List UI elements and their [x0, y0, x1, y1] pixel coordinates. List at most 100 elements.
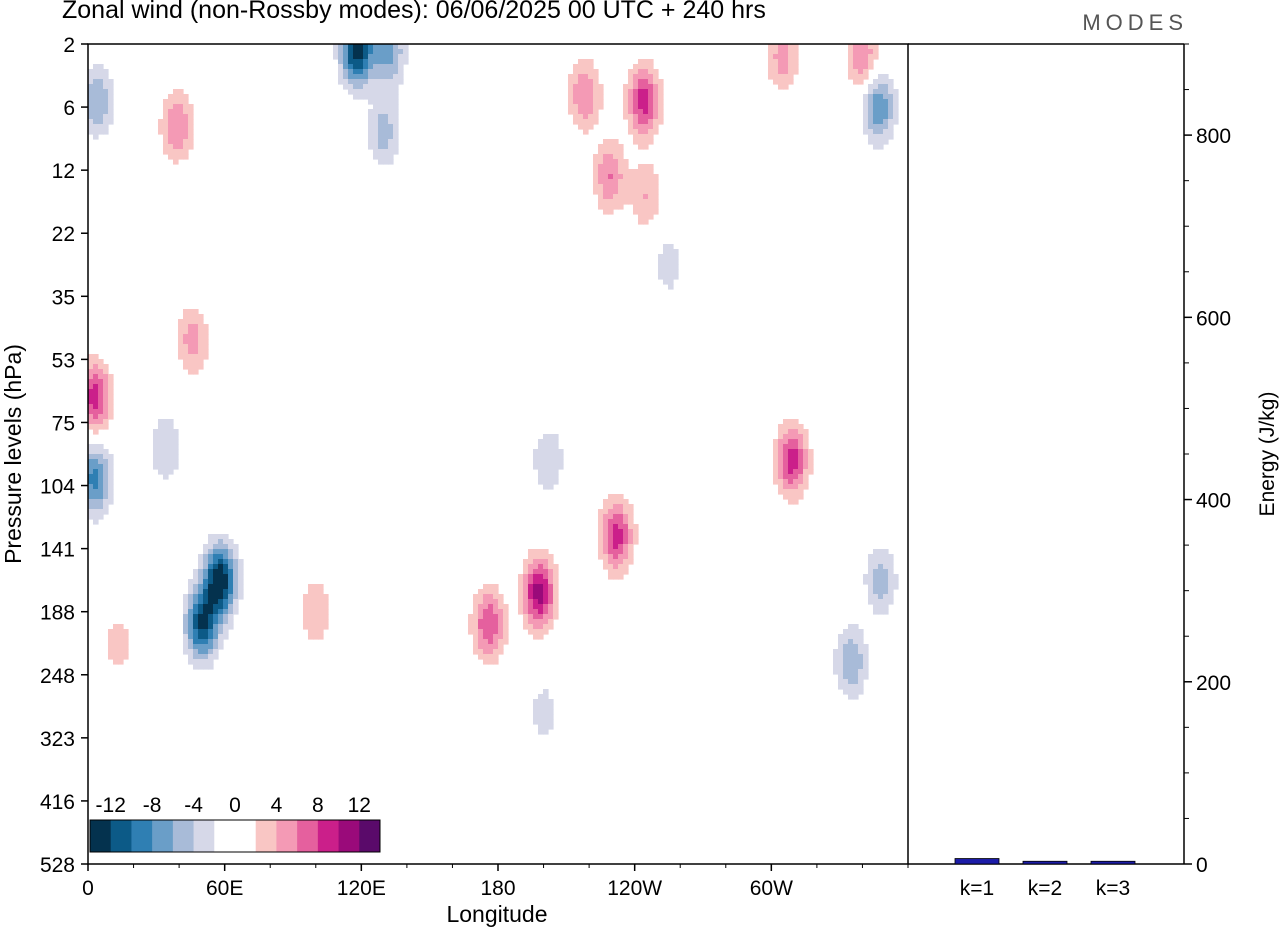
heat-cell: [93, 419, 99, 425]
heat-cell: [673, 274, 679, 280]
heat-cell: [888, 124, 894, 130]
heat-cell: [168, 469, 174, 475]
heat-cell: [523, 604, 529, 610]
heat-cell: [633, 79, 639, 85]
heat-cell: [378, 114, 384, 120]
heat-cell: [603, 199, 609, 205]
heat-cell: [378, 64, 384, 70]
heat-cell: [548, 479, 554, 485]
heat-cell: [188, 629, 194, 635]
heat-cell: [113, 624, 119, 630]
heat-cell: [588, 104, 594, 110]
heat-cell: [873, 604, 879, 610]
heat-cell: [548, 624, 554, 630]
heat-cell: [838, 679, 844, 685]
heat-cell: [388, 74, 394, 80]
heat-cell: [768, 44, 774, 50]
heat-cell: [653, 204, 659, 210]
heat-cell: [538, 474, 544, 480]
heat-cell: [638, 194, 644, 200]
heat-cell: [538, 549, 544, 555]
heat-cell: [628, 99, 634, 105]
heat-cell: [523, 559, 529, 565]
heat-cell: [778, 79, 784, 85]
heat-cell: [193, 339, 199, 345]
heat-cell: [223, 564, 229, 570]
heat-cell: [163, 469, 169, 475]
heat-cell: [528, 619, 534, 625]
heat-cell: [183, 124, 189, 130]
heat-cell: [388, 44, 394, 50]
heat-cell: [88, 99, 94, 105]
heat-cell: [608, 529, 614, 535]
heat-cell: [228, 584, 234, 590]
heat-cell: [598, 194, 604, 200]
heat-cell: [638, 164, 644, 170]
heat-cell: [308, 594, 314, 600]
heat-cell: [603, 504, 609, 510]
heat-cell: [98, 489, 104, 495]
heat-cell: [548, 454, 554, 460]
heat-cell: [223, 534, 229, 540]
heat-cell: [558, 459, 564, 465]
heat-cell: [103, 84, 109, 90]
heat-cell: [648, 164, 654, 170]
heat-cell: [633, 534, 639, 540]
heat-cell: [323, 614, 329, 620]
heat-cell: [193, 369, 199, 375]
heat-cell: [873, 134, 879, 140]
heat-cell: [623, 534, 629, 540]
heat-cell: [368, 89, 374, 95]
heat-cell: [468, 624, 474, 630]
heat-cell: [343, 84, 349, 90]
heat-cell: [93, 519, 99, 525]
heat-cell: [178, 334, 184, 340]
heat-cell: [168, 424, 174, 430]
heat-cell: [118, 634, 124, 640]
y-tick-label: 12: [52, 160, 75, 183]
heat-cell: [538, 454, 544, 460]
heat-cell: [638, 129, 644, 135]
heat-cell: [108, 649, 114, 655]
heat-cell: [188, 659, 194, 665]
heat-cell: [638, 64, 644, 70]
heat-cell: [543, 589, 549, 595]
heat-cell: [193, 629, 199, 635]
heat-cell: [168, 139, 174, 145]
heat-cell: [93, 494, 99, 500]
heat-cell: [643, 99, 649, 105]
heat-cell: [773, 459, 779, 465]
heat-cell: [793, 454, 799, 460]
heat-cell: [623, 84, 629, 90]
heat-cell: [873, 129, 879, 135]
heat-cell: [168, 454, 174, 460]
heat-cell: [888, 569, 894, 575]
heat-cell: [228, 539, 234, 545]
heat-cell: [358, 44, 364, 50]
heat-cell: [393, 64, 399, 70]
heat-cell: [193, 634, 199, 640]
energy-tick-label: 800: [1196, 125, 1231, 148]
heat-cell: [793, 469, 799, 475]
heat-cell: [533, 599, 539, 605]
heat-cell: [393, 94, 399, 100]
heat-cell: [108, 454, 114, 460]
heat-cell: [503, 639, 509, 645]
x-tick-label: 60W: [750, 877, 793, 900]
heat-cell: [648, 134, 654, 140]
heat-cell: [103, 399, 109, 405]
heat-cell: [198, 639, 204, 645]
heat-cell: [553, 599, 559, 605]
heat-cell: [883, 579, 889, 585]
heat-cell: [873, 89, 879, 95]
heat-cell: [643, 214, 649, 220]
heat-cell: [888, 84, 894, 90]
heat-cell: [633, 539, 639, 545]
heat-cell: [868, 559, 874, 565]
heat-cell: [93, 504, 99, 510]
heat-cell: [308, 614, 314, 620]
heat-cell: [803, 479, 809, 485]
heat-cell: [88, 494, 94, 500]
heat-cell: [533, 579, 539, 585]
heat-cell: [173, 109, 179, 115]
